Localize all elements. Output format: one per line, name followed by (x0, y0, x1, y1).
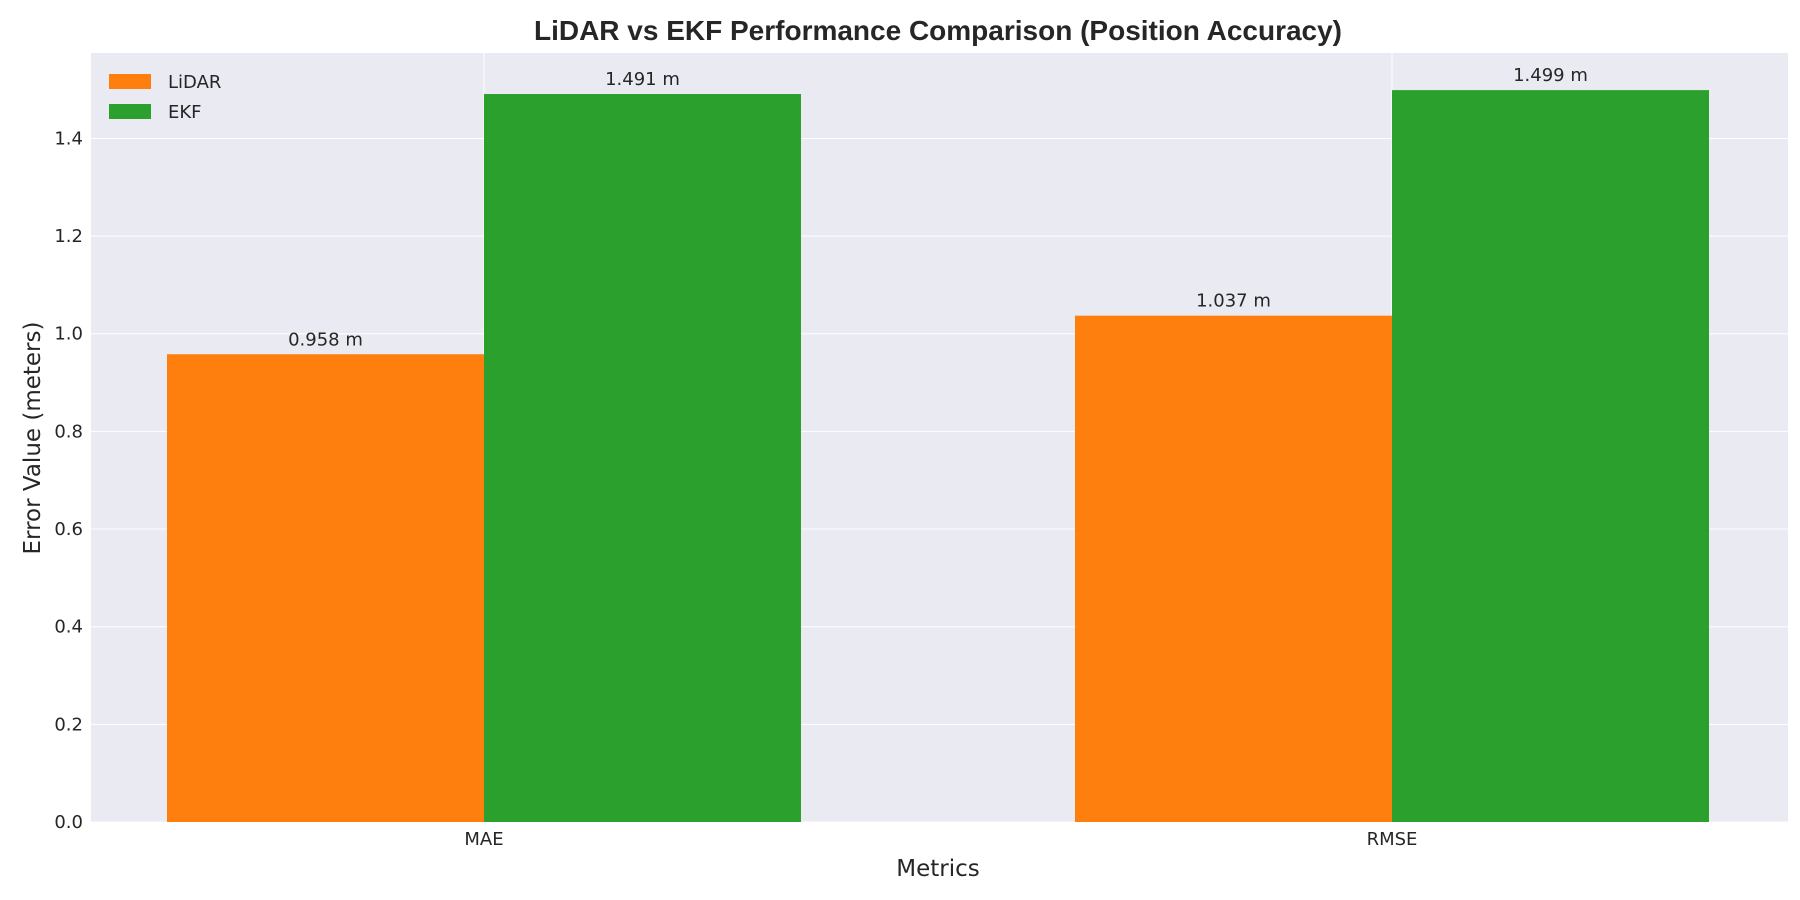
x-axis-label: Metrics (896, 856, 980, 882)
legend: LiDAR EKF (109, 72, 221, 123)
data-label-ekf-rmse: 1.499 m (1513, 65, 1588, 86)
bar-ekf-mae (484, 94, 801, 823)
x-tick-label-rmse: RMSE (1367, 829, 1418, 850)
y-tick-label: 1.2 (54, 226, 83, 247)
x-tick-label-mae: MAE (464, 829, 503, 850)
bar-lidar-mae (167, 354, 484, 822)
y-tick-label: 0.6 (54, 519, 83, 540)
y-tick-label: 0.8 (54, 421, 83, 442)
data-label-ekf-mae: 1.491 m (605, 69, 680, 90)
y-tick-label: 0.0 (54, 812, 83, 833)
bars (167, 90, 1709, 823)
legend-swatch-lidar (109, 74, 151, 89)
y-tick-label: 1.0 (54, 324, 83, 345)
x-axis-ticks: MAE RMSE (464, 829, 1417, 850)
chart-title: LiDAR vs EKF Performance Comparison (Pos… (534, 15, 1342, 46)
y-tick-label: 0.4 (54, 617, 83, 638)
legend-label-lidar: LiDAR (168, 72, 221, 93)
y-tick-label: 1.4 (54, 128, 83, 149)
bar-lidar-rmse (1075, 315, 1392, 822)
legend-label-ekf: EKF (168, 102, 202, 123)
y-axis-label: Error Value (meters) (20, 322, 46, 555)
data-label-lidar-mae: 0.958 m (288, 329, 363, 350)
bar-ekf-rmse (1392, 90, 1709, 822)
y-tick-label: 0.2 (54, 714, 83, 735)
data-label-lidar-rmse: 1.037 m (1196, 291, 1271, 312)
y-axis-ticks: 0.0 0.2 0.4 0.6 0.8 1.0 1.2 1.4 (54, 128, 83, 833)
data-labels: 0.958 m 1.491 m 1.037 m 1.499 m (288, 65, 1588, 350)
legend-swatch-ekf (109, 104, 151, 119)
